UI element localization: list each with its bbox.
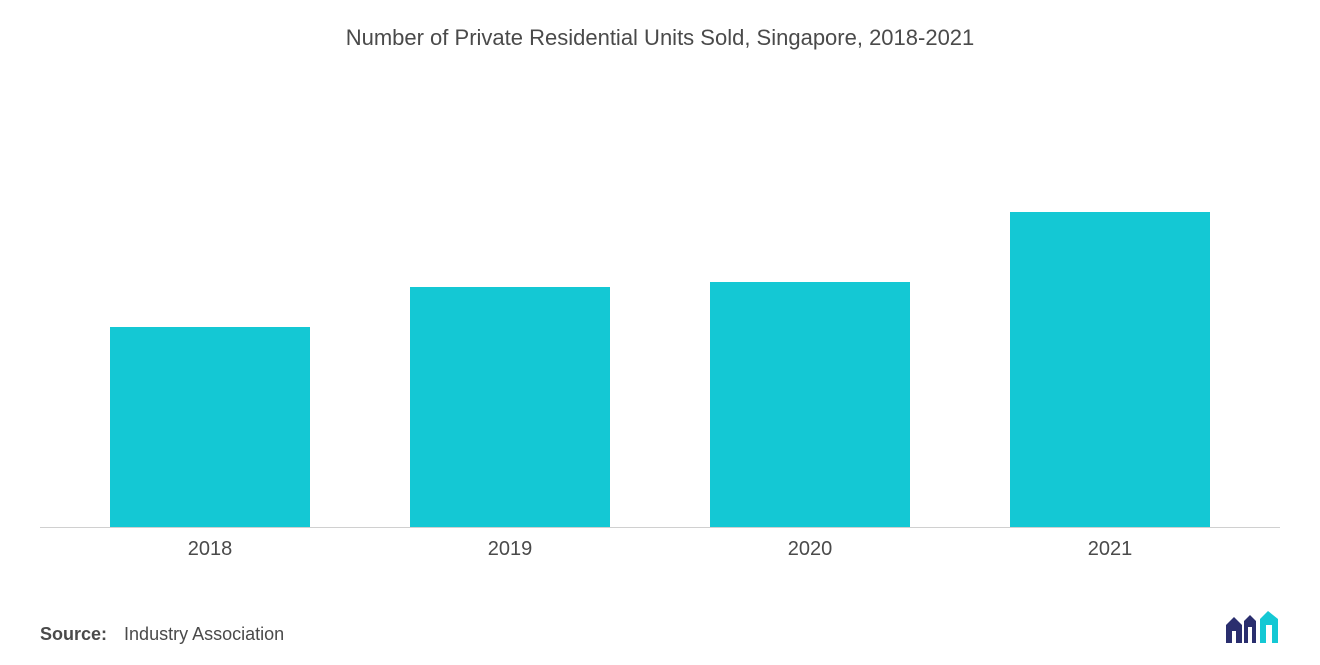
x-label-2021: 2021 xyxy=(960,538,1260,561)
bar-2020 xyxy=(710,282,910,527)
bar-group-2019 xyxy=(360,287,660,527)
brand-logo-icon xyxy=(1224,611,1280,645)
x-label-2019: 2019 xyxy=(360,538,660,561)
chart-plot-area xyxy=(40,111,1280,528)
chart-container: Number of Private Residential Units Sold… xyxy=(0,0,1320,665)
bar-group-2021 xyxy=(960,212,1260,527)
logo-svg xyxy=(1224,611,1280,645)
x-label-2018: 2018 xyxy=(60,538,360,561)
x-label-2020: 2020 xyxy=(660,538,960,561)
source-value: Industry Association xyxy=(124,624,284,644)
bar-2019 xyxy=(410,287,610,527)
logo-left-mark xyxy=(1226,615,1256,643)
chart-title: Number of Private Residential Units Sold… xyxy=(40,25,1280,51)
chart-footer: Source: Industry Association xyxy=(40,591,1280,645)
source-label: Source: xyxy=(40,624,107,644)
bar-2021 xyxy=(1010,212,1210,527)
bar-2018 xyxy=(110,327,310,527)
bar-group-2020 xyxy=(660,282,960,527)
bar-group-2018 xyxy=(60,327,360,527)
x-axis-labels: 2018 2019 2020 2021 xyxy=(40,528,1280,591)
source-attribution: Source: Industry Association xyxy=(40,624,284,645)
logo-right-mark xyxy=(1260,611,1278,643)
